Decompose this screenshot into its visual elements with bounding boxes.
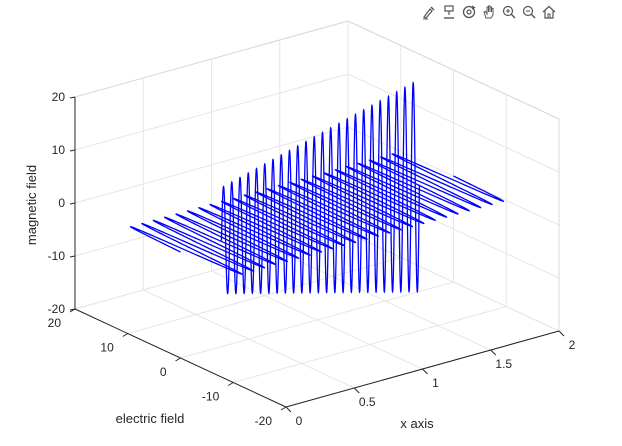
grid-line bbox=[347, 73, 560, 173]
x-tick-label: 2 bbox=[569, 338, 576, 352]
y-tick-mark bbox=[280, 406, 287, 411]
y-tick-label: -10 bbox=[202, 390, 220, 404]
z-tick-label: 20 bbox=[52, 90, 66, 104]
x-tick-label: 1 bbox=[432, 376, 439, 390]
x-tick-mark bbox=[353, 387, 360, 394]
grid-line bbox=[233, 306, 507, 383]
grid-line bbox=[74, 232, 349, 310]
z-tick-label: -20 bbox=[48, 302, 66, 316]
z-tick-mark bbox=[69, 202, 76, 205]
z-tick-mark bbox=[69, 308, 76, 311]
z-axis-label: magnetic field bbox=[24, 165, 39, 245]
x-tick-label: 0 bbox=[296, 414, 303, 428]
zoom-in-icon[interactable] bbox=[500, 3, 518, 21]
brush-icon[interactable] bbox=[420, 3, 438, 21]
box-edge bbox=[74, 20, 349, 98]
z-tick-label: 0 bbox=[58, 196, 65, 210]
y-tick-label: 20 bbox=[48, 316, 62, 330]
pan-icon[interactable] bbox=[480, 3, 498, 21]
y-tick-mark bbox=[122, 333, 129, 337]
y-tick-label: 10 bbox=[100, 341, 114, 355]
data-tips-icon[interactable] bbox=[440, 3, 458, 21]
x-tick-mark bbox=[490, 349, 497, 356]
z-tick-mark bbox=[69, 149, 76, 152]
z-tick-label: 10 bbox=[52, 143, 66, 157]
box-edge bbox=[347, 20, 560, 120]
figure-toolbar bbox=[420, 3, 558, 23]
zoom-out-icon[interactable] bbox=[520, 3, 538, 21]
series-line-2 bbox=[220, 81, 421, 295]
x-tick-mark bbox=[558, 330, 565, 337]
y-tick-label: 0 bbox=[160, 365, 167, 379]
x-tick-label: 1.5 bbox=[495, 357, 512, 371]
grid-line bbox=[74, 179, 349, 257]
z-tick-mark bbox=[69, 255, 76, 258]
y-axis-label: electric field bbox=[116, 411, 185, 426]
x-tick-mark bbox=[422, 368, 428, 375]
grid-line bbox=[180, 281, 454, 359]
grid-line bbox=[74, 73, 349, 151]
rotate-3d-icon[interactable] bbox=[460, 3, 478, 21]
grid-line bbox=[347, 179, 560, 279]
home-icon[interactable] bbox=[540, 3, 558, 21]
y-tick-mark bbox=[175, 357, 181, 362]
x-tick-mark bbox=[285, 406, 292, 413]
z-tick-mark bbox=[69, 96, 76, 99]
x-tick-label: 0.5 bbox=[359, 395, 376, 409]
y-tick-mark bbox=[227, 382, 234, 386]
z-tick-label: -10 bbox=[48, 249, 66, 263]
grid-line bbox=[74, 126, 349, 204]
y-tick-label: -20 bbox=[255, 414, 273, 428]
x-axis-label: x axis bbox=[400, 416, 434, 431]
grid-line bbox=[127, 257, 401, 334]
